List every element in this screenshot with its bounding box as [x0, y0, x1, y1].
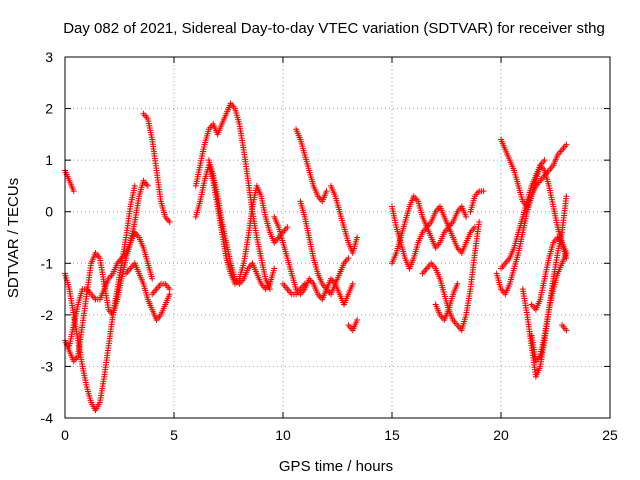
data-point: [349, 280, 356, 287]
series-t10: [205, 157, 278, 293]
y-tick-label: -4: [41, 410, 54, 426]
series-t14: [327, 182, 361, 256]
series-t6: [140, 110, 173, 226]
x-axis-label: GPS time / hours: [279, 458, 393, 475]
series-t4: [62, 167, 77, 195]
data-point: [541, 157, 548, 164]
y-tick-label: 3: [45, 49, 53, 65]
data-points: [62, 100, 570, 414]
y-tick-label: 0: [45, 204, 53, 220]
y-tick-label: 2: [45, 101, 53, 117]
data-point: [354, 234, 361, 241]
series-t16: [345, 317, 361, 334]
series-t8: [192, 100, 273, 293]
series-t23: [498, 162, 570, 272]
data-point: [454, 280, 461, 287]
data-point: [563, 141, 570, 148]
series-t12: [293, 126, 330, 205]
data-point: [166, 286, 173, 293]
y-axis-label: SDTVAR / TECUs: [5, 178, 22, 298]
data-point: [323, 188, 330, 195]
data-point: [284, 224, 291, 231]
data-point: [301, 280, 308, 287]
plot-frame: [64, 56, 611, 419]
series-t18: [389, 193, 470, 267]
series-t3: [66, 229, 156, 349]
x-tick-label: 25: [602, 427, 618, 443]
data-point: [476, 219, 483, 226]
data-point: [345, 255, 352, 262]
x-tick-label: 10: [275, 427, 291, 443]
x-tick-label: 15: [384, 427, 400, 443]
y-tick-label: -1: [41, 255, 54, 271]
series-t17: [389, 203, 478, 272]
data-point: [563, 193, 570, 200]
data-point: [463, 213, 470, 220]
data-point: [144, 182, 151, 189]
series-t19: [419, 219, 483, 334]
y-tick-label: -3: [41, 358, 54, 374]
x-tick-label: 20: [493, 427, 509, 443]
axis-ticks: 0 5 10 15 20 25 -4 -3 -2 -1 0 1 2 3: [41, 49, 618, 443]
series-t15: [280, 280, 308, 298]
series-t20: [432, 280, 461, 324]
data-point: [563, 255, 570, 262]
series-t13: [297, 198, 352, 298]
x-tick-label: 5: [170, 427, 178, 443]
series-t26: [528, 249, 570, 365]
chart-title: Day 082 of 2021, Sidereal Day-to-day VTE…: [63, 20, 605, 37]
data-point: [149, 275, 156, 282]
series-t11: [271, 213, 356, 308]
data-point: [480, 188, 487, 195]
series-t5: [123, 260, 173, 324]
data-point: [563, 327, 570, 334]
data-point: [354, 317, 361, 324]
series-t27: [528, 234, 570, 313]
series-t7: [149, 280, 173, 298]
series-t28: [559, 322, 570, 334]
series-t21: [467, 188, 487, 215]
data-point: [131, 182, 138, 189]
y-tick-label: 1: [45, 152, 53, 168]
data-point: [70, 188, 77, 195]
data-point: [166, 291, 173, 298]
y-tick-label: -2: [41, 307, 54, 323]
grid: [65, 57, 610, 418]
series-t24: [493, 157, 548, 298]
x-tick-label: 0: [61, 427, 69, 443]
data-point: [166, 219, 173, 226]
data-point: [271, 265, 278, 272]
